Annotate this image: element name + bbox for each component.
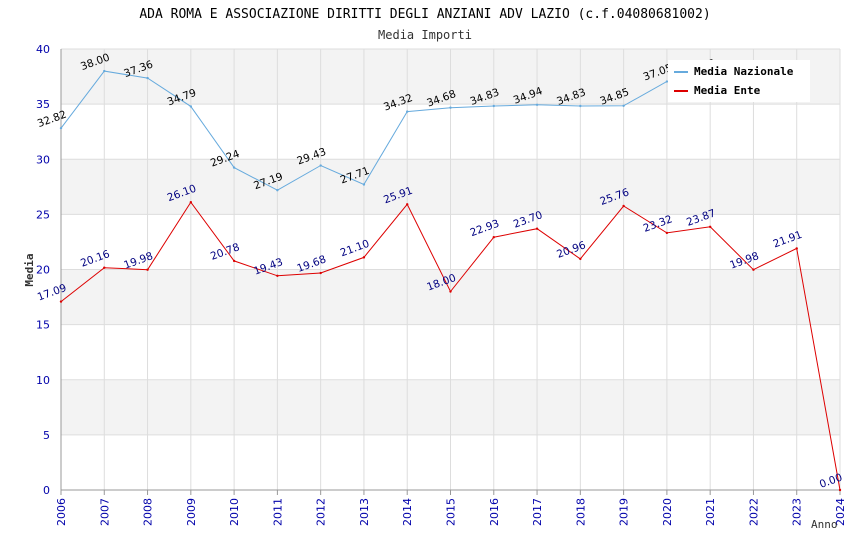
- data-point-media-nazionale: [276, 189, 279, 192]
- y-tick-label: 5: [43, 429, 50, 442]
- x-tick-label: 2007: [98, 498, 111, 526]
- data-point-media-ente: [362, 256, 366, 259]
- legend: Media Nazionale Media Ente: [668, 60, 810, 102]
- x-tick-label: 2019: [618, 498, 631, 526]
- y-tick-label: 10: [36, 374, 50, 387]
- x-tick-label: 2006: [55, 498, 68, 526]
- data-point-media-nazionale: [622, 104, 625, 107]
- data-point-media-ente: [59, 300, 63, 303]
- data-point-media-ente: [103, 266, 106, 269]
- data-point-media-ente: [579, 257, 582, 261]
- y-axis-label: Media: [23, 253, 36, 286]
- chart-title: ADA ROMA E ASSOCIAZIONE DIRITTI DEGLI AN…: [139, 7, 710, 22]
- data-point-media-ente: [319, 271, 322, 275]
- x-tick-label: 2021: [704, 498, 717, 526]
- data-point-media-ente: [838, 488, 842, 492]
- x-tick-label: 2017: [531, 498, 544, 526]
- data-point-media-ente: [449, 290, 452, 293]
- x-tick-label: 2011: [271, 498, 284, 526]
- series-line-media-nazionale: [60, 70, 711, 191]
- data-point-media-nazionale: [232, 166, 236, 169]
- data-point-media-ente: [189, 201, 193, 204]
- legend-label-media-nazionale: Media Nazionale: [694, 65, 794, 78]
- data-point-media-nazionale: [492, 104, 495, 108]
- data-point-media-nazionale: [362, 183, 366, 186]
- data-point-media-ente: [535, 227, 539, 230]
- data-point-media-ente: [276, 274, 279, 277]
- y-tick-label: 30: [36, 153, 50, 166]
- data-point-media-nazionale: [535, 103, 539, 106]
- legend-label-media-ente: Media Ente: [694, 84, 761, 97]
- x-tick-label: 2024: [834, 498, 847, 526]
- x-tick-label: 2018: [574, 498, 587, 526]
- chart-subtitle: Media Importi: [378, 28, 472, 42]
- data-point-media-ente: [665, 231, 669, 235]
- x-axis-label: Anno: [811, 518, 838, 531]
- data-point-media-nazionale: [406, 110, 409, 113]
- y-tick-label: 25: [36, 208, 50, 221]
- x-tick-label: 2015: [445, 498, 458, 526]
- x-tick-label: 2023: [791, 498, 804, 526]
- data-point-media-nazionale: [449, 106, 452, 109]
- x-tick-label: 2022: [747, 498, 760, 526]
- data-point-media-ente: [795, 247, 798, 250]
- data-point-media-nazionale: [319, 164, 322, 167]
- x-tick-label: 2010: [228, 498, 241, 526]
- data-point-media-ente: [406, 203, 409, 206]
- x-tick-label: 2020: [661, 498, 674, 526]
- data-point-media-nazionale: [59, 126, 63, 130]
- y-axis: 0 5 10 15 20 25 30 35 40: [36, 43, 62, 497]
- x-tick-label: 2014: [401, 498, 414, 526]
- y-tick-label: 15: [36, 319, 50, 332]
- x-tick-label: 2013: [358, 498, 371, 526]
- x-tick-label: 2008: [142, 498, 155, 526]
- data-point-media-ente: [492, 235, 495, 239]
- legend-box: [668, 60, 810, 102]
- y-tick-label: 20: [36, 264, 50, 277]
- x-tick-label: 2009: [185, 498, 198, 526]
- data-point-media-nazionale: [665, 80, 669, 83]
- x-tick-label: 2012: [315, 498, 328, 526]
- y-tick-label: 40: [36, 43, 50, 56]
- data-point-media-nazionale: [579, 104, 582, 108]
- y-tick-label: 0: [43, 484, 50, 497]
- data-point-media-ente: [708, 225, 712, 229]
- series-layer: [59, 69, 842, 492]
- data-point-media-ente: [622, 204, 625, 208]
- data-point-media-ente: [146, 268, 149, 271]
- data-point-media-nazionale: [146, 76, 149, 80]
- x-axis: 2006 2007 2008 2009 2010 2011 2012 2013 2014 2015…: [55, 489, 847, 526]
- data-point-media-ente: [752, 268, 755, 271]
- data-point-media-nazionale: [103, 69, 106, 73]
- data-point-media-ente: [232, 259, 236, 263]
- data-point-media-nazionale: [189, 105, 193, 108]
- y-tick-label: 35: [36, 98, 50, 111]
- x-tick-label: 2016: [488, 498, 501, 526]
